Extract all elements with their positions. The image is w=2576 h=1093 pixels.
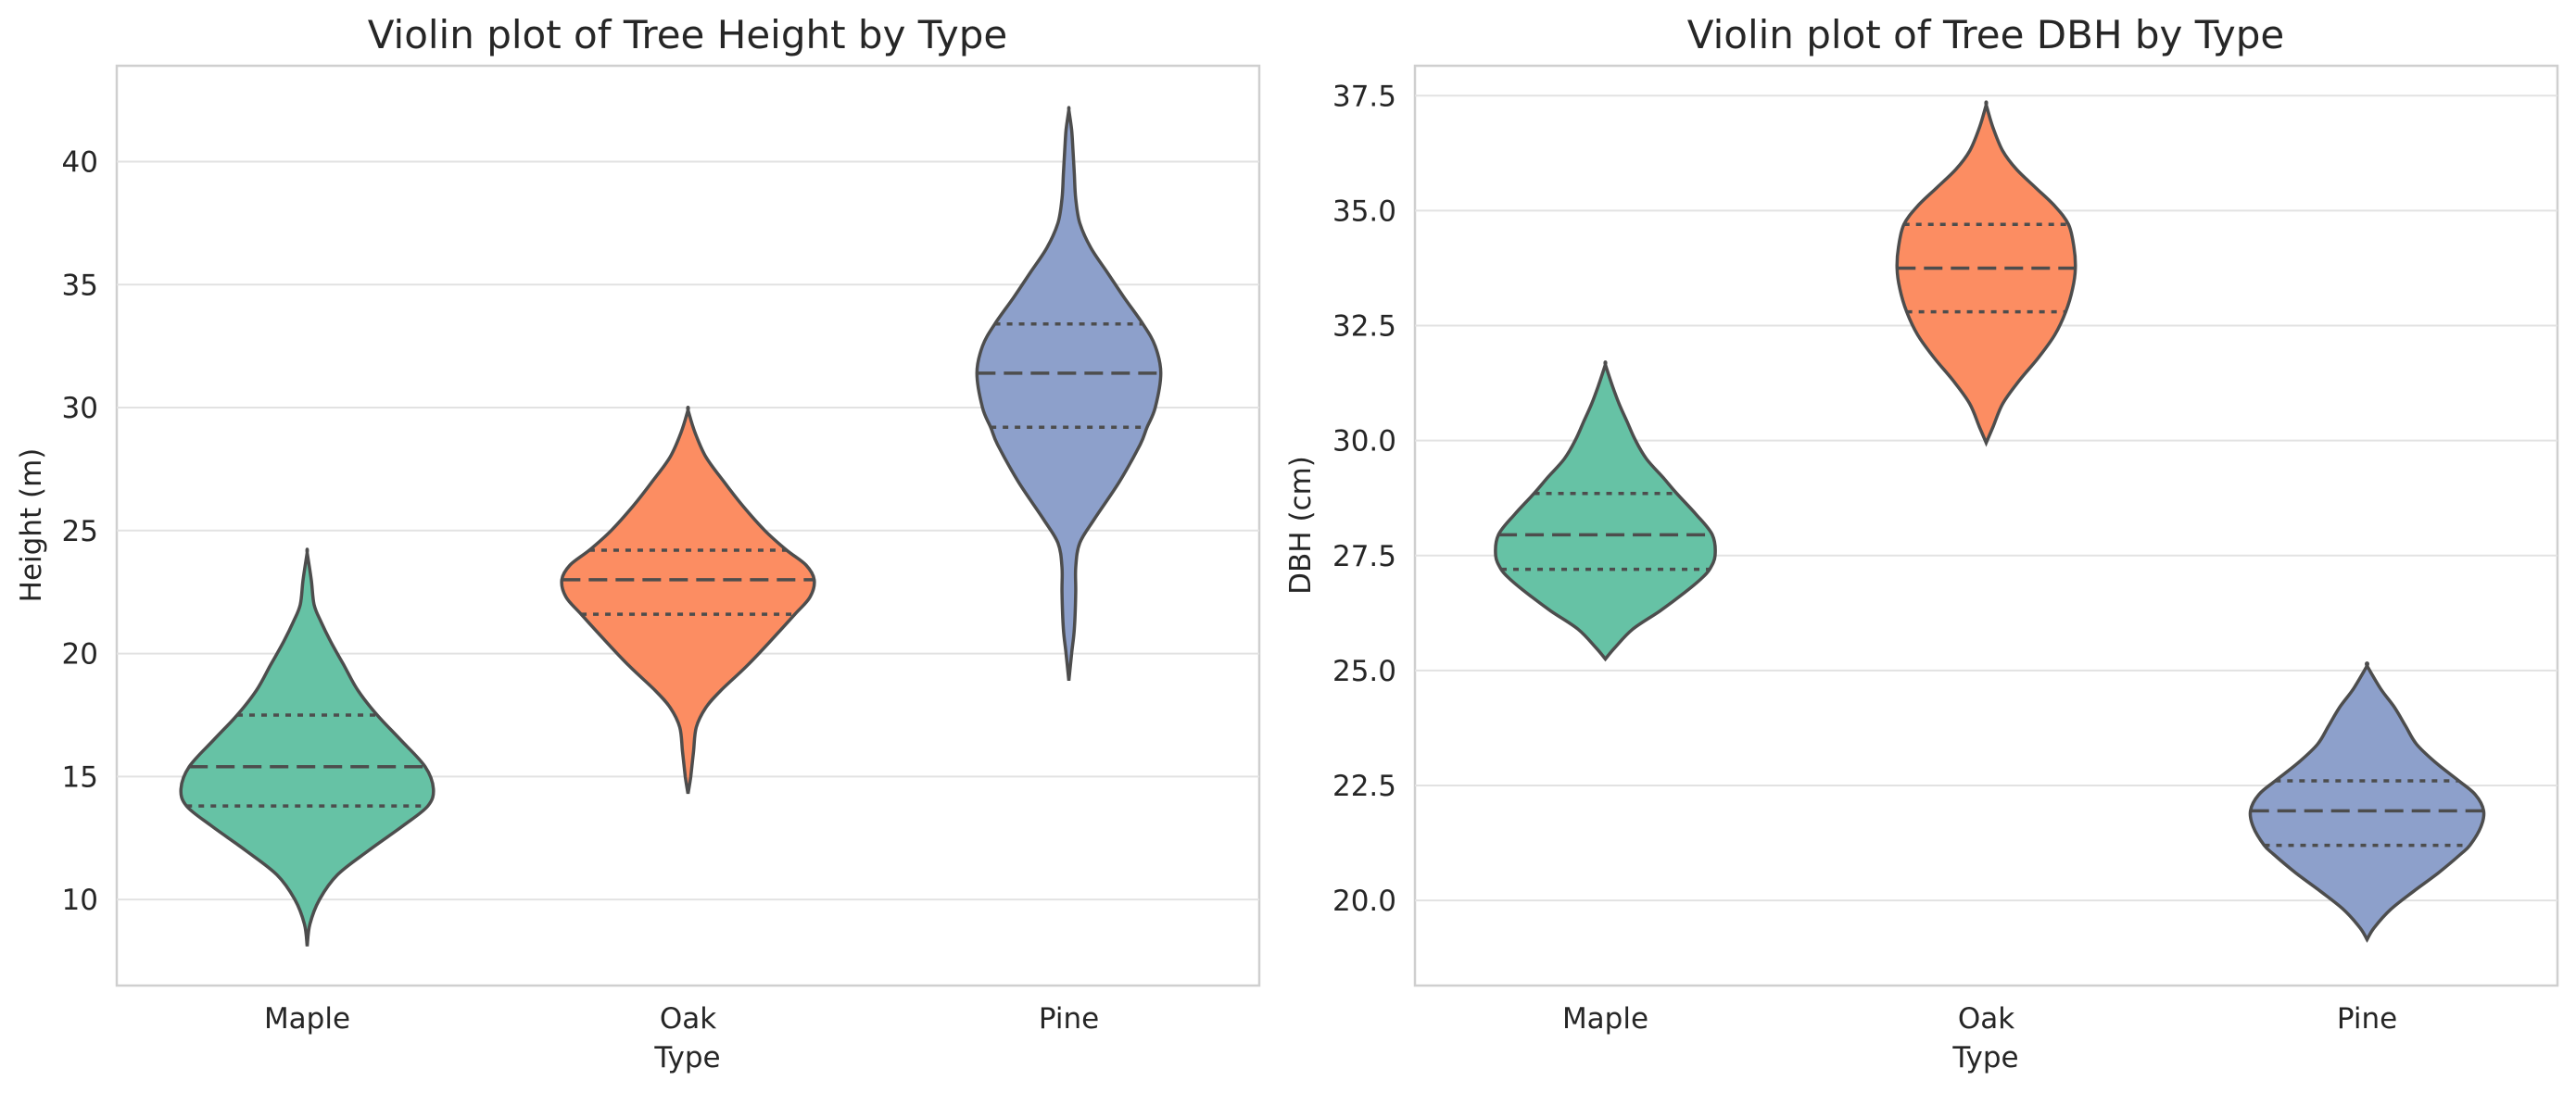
- chart-title-dbh: Violin plot of Tree DBH by Type: [1687, 12, 2284, 57]
- x-axis-label-dbh: Type: [1951, 1041, 2018, 1074]
- y-tick-label: 10: [62, 884, 98, 917]
- x-tick-label: Oak: [660, 1002, 716, 1036]
- violin-pine: [2248, 661, 2486, 943]
- subplot-dbh: 20.0 22.5 25.0 27.5 30.0 32.5 35.0 37.5 Maple Oa…: [1284, 12, 2559, 1074]
- y-tick-label: 22.5: [1332, 770, 1396, 803]
- violins-height: [179, 106, 1163, 947]
- y-tick-label: 35: [62, 269, 98, 302]
- x-ticks-dbh: Maple Oak Pine: [1562, 1002, 2397, 1036]
- x-tick-label: Pine: [2337, 1002, 2397, 1036]
- y-tick-label: 15: [62, 760, 98, 794]
- x-tick-label: Pine: [1039, 1002, 1099, 1036]
- y-tick-label: 27.5: [1332, 540, 1396, 573]
- y-tick-label: 25.0: [1332, 655, 1396, 688]
- x-tick-label: Maple: [1562, 1002, 1648, 1036]
- y-tick-label: 30: [62, 392, 98, 425]
- y-ticks-dbh: 20.0 22.5 25.0 27.5 30.0 32.5 35.0 37.5: [1332, 80, 1396, 918]
- y-tick-label: 25: [62, 515, 98, 548]
- violin-oak: [560, 405, 816, 795]
- violin-pine: [975, 106, 1163, 681]
- y-tick-label: 37.5: [1332, 80, 1396, 113]
- violin-oak: [1895, 100, 2077, 447]
- y-tick-label: 20: [62, 638, 98, 672]
- y-axis-label-height: Height (m): [15, 448, 48, 603]
- subplot-height: 10 15 20 25 30 35 40 Maple Oak Pine Violin plot …: [15, 12, 1261, 1074]
- x-ticks-height: Maple Oak Pine: [264, 1002, 1099, 1036]
- y-ticks-height: 10 15 20 25 30 35 40: [62, 146, 98, 918]
- y-tick-label: 35.0: [1332, 195, 1396, 228]
- y-axis-label-dbh: DBH (cm): [1284, 456, 1318, 595]
- y-tick-label: 32.5: [1332, 310, 1396, 344]
- x-tick-label: Oak: [1958, 1002, 2014, 1036]
- violins-dbh: [1494, 100, 2486, 943]
- x-axis-label-height: Type: [653, 1041, 720, 1074]
- chart-title-height: Violin plot of Tree Height by Type: [368, 12, 1008, 57]
- y-tick-label: 40: [62, 146, 98, 180]
- x-tick-label: Maple: [264, 1002, 350, 1036]
- y-tick-label: 30.0: [1332, 425, 1396, 459]
- y-tick-label: 20.0: [1332, 885, 1396, 918]
